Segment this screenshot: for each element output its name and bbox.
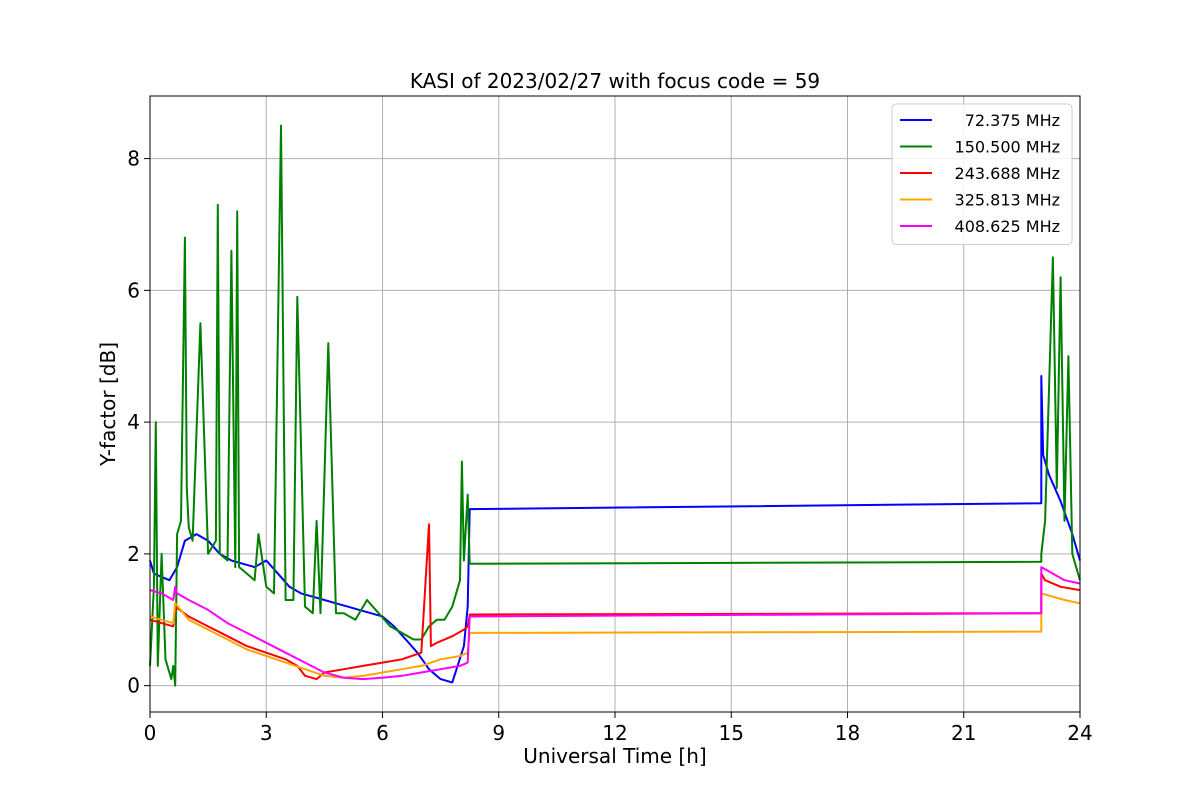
plot-frame <box>149 95 1081 713</box>
series-line-4 <box>149 592 1081 679</box>
legend-label: 243.688 MHz <box>955 164 1060 183</box>
x-axis: 0 3 6 9 12 15 18 21 24 <box>144 712 1093 745</box>
series-line-1 <box>149 375 1081 684</box>
legend-box <box>891 103 1073 245</box>
legend-label: 150.500 MHz <box>955 138 1060 157</box>
y-tick-label: 2 <box>127 542 140 566</box>
x-tick-label: 18 <box>835 721 860 745</box>
series-line-5 <box>149 566 1081 681</box>
y-tick-label: 8 <box>127 147 140 171</box>
chart-title: KASI of 2023/02/27 with focus code = 59 <box>410 69 820 93</box>
x-tick-label: 21 <box>951 721 976 745</box>
series-line-2 <box>149 124 1081 687</box>
x-tick-label: 24 <box>1067 721 1092 745</box>
legend-label: 72.375 MHz <box>965 111 1060 130</box>
series-line-3 <box>149 523 1081 681</box>
x-tick-label: 12 <box>602 721 627 745</box>
y-axis: 0 2 4 6 8 <box>127 147 150 698</box>
x-tick-label: 9 <box>492 721 505 745</box>
x-tick-label: 0 <box>144 721 157 745</box>
legend-label: 325.813 MHz <box>955 191 1060 210</box>
legend: 72.375 MHz 150.500 MHz 243.688 MHz 325.813 … <box>891 103 1073 245</box>
y-axis-label: Y-factor [dB] <box>96 342 120 467</box>
y-tick-label: 4 <box>127 410 140 434</box>
y-tick-label: 6 <box>127 278 140 302</box>
x-axis-label: Universal Time [h] <box>523 744 706 768</box>
x-tick-label: 15 <box>719 721 744 745</box>
legend-label: 408.625 MHz <box>955 217 1060 236</box>
x-tick-label: 6 <box>376 721 389 745</box>
x-tick-label: 3 <box>260 721 273 745</box>
series-group <box>149 124 1081 687</box>
y-tick-label: 0 <box>127 674 140 698</box>
